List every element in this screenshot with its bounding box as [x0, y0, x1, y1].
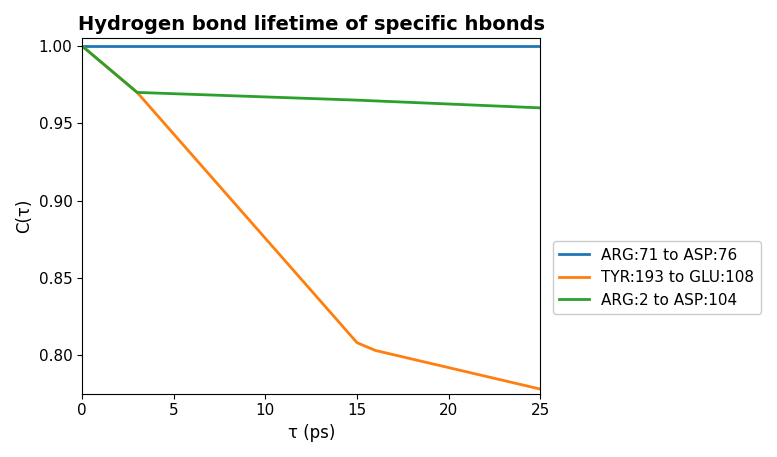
- ARG:71 to ASP:76: [132, 43, 141, 49]
- TYR:193 to GLU:108: [353, 340, 362, 345]
- TYR:193 to GLU:108: [132, 90, 141, 95]
- ARG:71 to ASP:76: [535, 43, 545, 49]
- Line: TYR:193 to GLU:108: TYR:193 to GLU:108: [82, 46, 540, 389]
- Title: Hydrogen bond lifetime of specific hbonds: Hydrogen bond lifetime of specific hbond…: [78, 15, 545, 34]
- ARG:71 to ASP:76: [78, 43, 87, 49]
- TYR:193 to GLU:108: [78, 43, 87, 49]
- Legend: ARG:71 to ASP:76, TYR:193 to GLU:108, ARG:2 to ASP:104: ARG:71 to ASP:76, TYR:193 to GLU:108, AR…: [552, 241, 761, 314]
- TYR:193 to GLU:108: [371, 348, 380, 353]
- X-axis label: τ (ps): τ (ps): [287, 424, 335, 442]
- TYR:193 to GLU:108: [535, 386, 545, 392]
- ARG:2 to ASP:104: [132, 90, 141, 95]
- ARG:2 to ASP:104: [535, 105, 545, 111]
- ARG:2 to ASP:104: [353, 97, 362, 103]
- ARG:2 to ASP:104: [78, 43, 87, 49]
- Y-axis label: C(τ): C(τ): [15, 199, 33, 233]
- Line: ARG:2 to ASP:104: ARG:2 to ASP:104: [82, 46, 540, 108]
